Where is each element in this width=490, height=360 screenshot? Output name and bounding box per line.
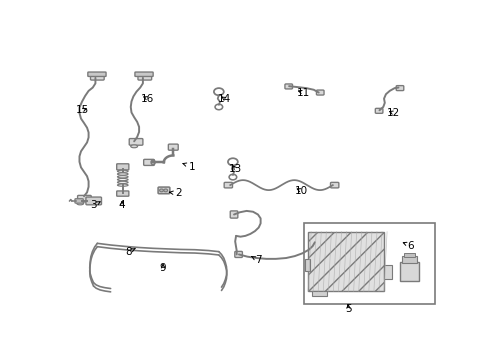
Text: 2: 2 [169,188,181,198]
FancyBboxPatch shape [77,195,91,202]
Text: 9: 9 [160,263,166,273]
Text: 12: 12 [387,108,400,118]
FancyBboxPatch shape [285,84,293,89]
Text: 1: 1 [183,162,196,172]
Ellipse shape [131,145,138,148]
Text: 10: 10 [294,186,308,196]
Text: 15: 15 [75,105,89,115]
FancyBboxPatch shape [86,197,101,205]
Text: 11: 11 [297,87,310,98]
Text: 3: 3 [90,201,100,210]
Bar [400,262,418,281]
Ellipse shape [77,202,84,205]
Text: 16: 16 [141,94,154,104]
Bar [308,232,384,291]
FancyBboxPatch shape [169,144,178,150]
FancyBboxPatch shape [117,191,129,196]
FancyBboxPatch shape [235,251,243,257]
FancyBboxPatch shape [224,183,233,188]
FancyBboxPatch shape [129,139,143,145]
Text: 6: 6 [403,240,414,251]
Text: 13: 13 [229,164,243,174]
Bar [384,265,392,279]
Circle shape [160,189,163,192]
Bar [402,256,417,263]
Bar [305,260,310,270]
FancyBboxPatch shape [75,199,83,203]
FancyBboxPatch shape [330,183,339,188]
FancyBboxPatch shape [375,108,383,113]
Bar [303,223,435,304]
Text: 4: 4 [119,201,125,210]
FancyBboxPatch shape [91,73,104,80]
FancyBboxPatch shape [135,72,153,76]
FancyBboxPatch shape [158,187,170,194]
Text: 5: 5 [345,304,352,314]
Circle shape [164,189,168,192]
Text: 8: 8 [125,247,135,257]
Bar [312,291,327,296]
Text: 14: 14 [218,94,231,104]
FancyBboxPatch shape [144,159,154,166]
FancyBboxPatch shape [88,72,106,76]
FancyBboxPatch shape [396,86,404,91]
FancyBboxPatch shape [230,211,238,218]
Bar [404,253,415,257]
FancyBboxPatch shape [138,73,151,80]
FancyBboxPatch shape [317,90,324,95]
Text: 7: 7 [252,255,261,265]
FancyBboxPatch shape [117,164,129,170]
